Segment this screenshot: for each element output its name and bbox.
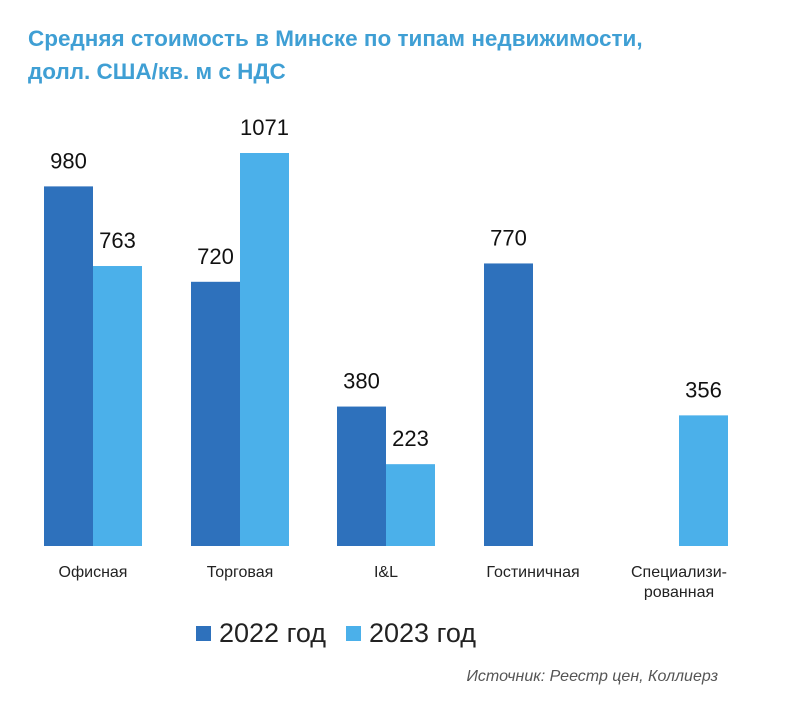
- data-label-2022-3: 770: [490, 225, 527, 250]
- data-label-2022-1: 720: [197, 244, 234, 269]
- data-label-2023-4: 356: [685, 377, 722, 402]
- category-label-4-line0: Специализи-: [631, 564, 727, 581]
- category-label-3: Гостиничная: [486, 564, 579, 581]
- source-text: Реестр цен, Коллиерз: [545, 668, 718, 685]
- bar-chart: 980 763 Офисная 720 1071 Торговая 380 223 I&L 770…: [44, 115, 728, 600]
- bar-2023-1: [240, 153, 289, 546]
- category-label-0: Офисная: [59, 564, 128, 581]
- chart-legend: 2022 год 2023 год: [196, 618, 496, 649]
- legend-swatch-2022: [196, 626, 211, 641]
- bar-2023-4: [679, 415, 728, 546]
- bar-2023-0: [93, 266, 142, 546]
- bar-2022-3: [484, 263, 533, 546]
- data-label-2023-1: 1071: [240, 115, 289, 140]
- source-note: Источник: Реестр цен, Коллиерз: [466, 668, 718, 686]
- legend-label-2022: 2022 год: [219, 618, 326, 648]
- chart-title: Средняя стоимость в Минске по типам недв…: [28, 22, 768, 88]
- bar-2022-0: [44, 186, 93, 546]
- data-label-2022-0: 980: [50, 148, 87, 173]
- data-label-2022-2: 380: [343, 369, 380, 394]
- bar-2022-2: [337, 406, 386, 546]
- category-label-1: Торговая: [207, 564, 274, 581]
- legend-label-2023: 2023 год: [369, 618, 476, 648]
- legend-item-2022: 2022 год: [196, 618, 326, 649]
- bar-2023-2: [386, 464, 435, 546]
- chart-title-line2: долл. США/кв. м с НДС: [28, 59, 286, 84]
- bar-2022-1: [191, 281, 240, 546]
- category-label-4-line1: рованная: [644, 584, 714, 600]
- legend-item-2023: 2023 год: [346, 618, 476, 649]
- data-label-2023-0: 763: [99, 228, 136, 253]
- legend-swatch-2023: [346, 626, 361, 641]
- data-label-2023-2: 223: [392, 426, 429, 451]
- source-label: Источник:: [466, 668, 546, 685]
- category-label-2: I&L: [374, 564, 398, 581]
- chart-title-line1: Средняя стоимость в Минске по типам недв…: [28, 26, 643, 51]
